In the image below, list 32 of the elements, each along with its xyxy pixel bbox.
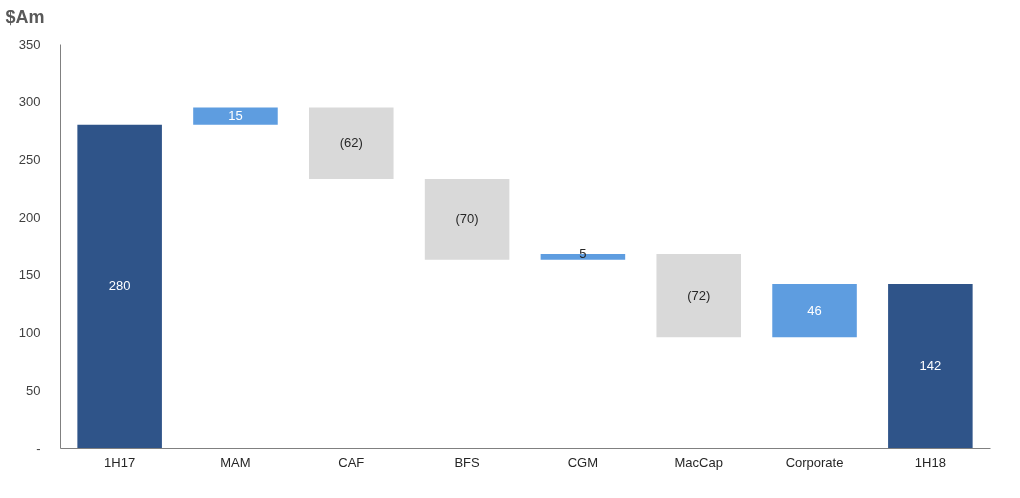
y-tick-label: 150 — [18, 267, 41, 283]
y-tick-label: 100 — [18, 325, 41, 341]
y-tick-label: 350 — [18, 36, 41, 52]
data-label: 280 — [108, 278, 131, 294]
x-tick-label: MacCap — [674, 454, 723, 470]
bar — [656, 254, 741, 338]
x-tick-label: 1H17 — [104, 454, 136, 470]
bar — [772, 284, 857, 338]
bar — [309, 107, 394, 180]
y-tick-label: 300 — [18, 94, 41, 110]
bar — [424, 179, 510, 260]
data-label: 15 — [228, 108, 243, 124]
bar — [193, 107, 278, 125]
x-tick-label: BFS — [454, 454, 481, 470]
data-label: 5 — [579, 246, 587, 262]
bar — [77, 124, 162, 448]
y-tick-label: 200 — [18, 209, 41, 225]
y-tick-label: 250 — [18, 151, 41, 167]
x-tick-label: 1H18 — [914, 454, 946, 470]
data-label: 46 — [807, 302, 822, 318]
bar — [888, 284, 973, 448]
x-tick-label: CAF — [338, 454, 365, 470]
x-tick-label: CGM — [567, 454, 599, 470]
y-tick-label: 50 — [26, 382, 41, 398]
data-label: (72) — [687, 287, 711, 303]
data-label: (70) — [455, 211, 479, 227]
y-axis-title: $Am — [5, 6, 45, 27]
x-tick-label: Corporate — [785, 454, 844, 470]
x-tick-label: MAM — [220, 454, 251, 470]
data-label: 142 — [919, 358, 942, 374]
y-tick-label: - — [36, 440, 41, 456]
data-label: (62) — [339, 135, 363, 151]
